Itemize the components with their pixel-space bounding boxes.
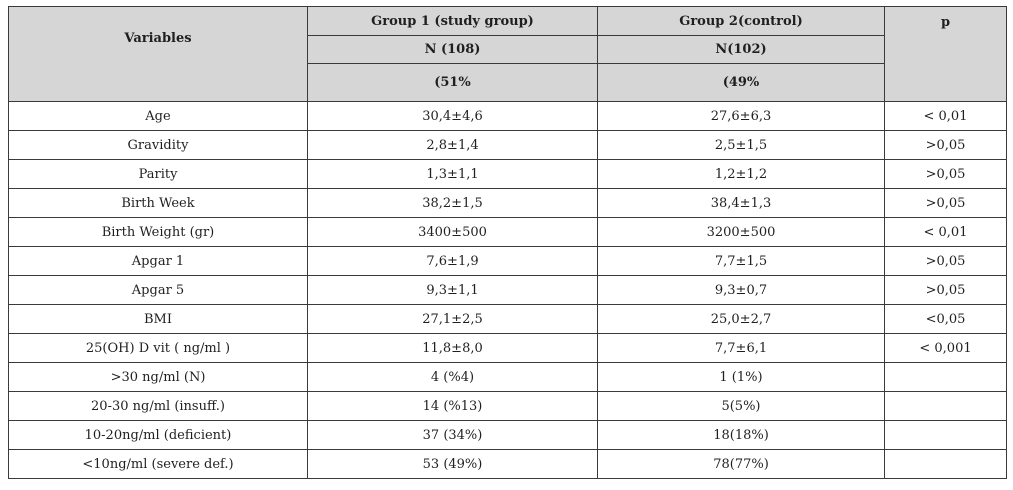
cell-p: >0,05 (884, 188, 1007, 218)
cell-variable: Apgar 5 (8, 275, 308, 305)
header-group1: Group 1 (study group) (307, 6, 598, 36)
cell-p (884, 362, 1007, 392)
cell-group1: 37 (34%) (307, 420, 598, 450)
cell-variable: 20-30 ng/ml (insuff.) (8, 391, 308, 421)
cell-variable: 25(OH) D vit ( ng/ml ) (8, 333, 308, 363)
results-table: Variables Group 1 (study group) Group 2(… (8, 6, 1007, 479)
table-row: Gravidity 2,8±1,4 2,5±1,5 >0,05 (8, 130, 1007, 160)
cell-group2: 1 (1%) (597, 362, 885, 392)
table-row: 10-20ng/ml (deficient) 37 (34%) 18(18%) (8, 420, 1007, 450)
header-variables: Variables (8, 6, 308, 102)
cell-variable: <10ng/ml (severe def.) (8, 449, 308, 479)
header-row-groups: Variables Group 1 (study group) Group 2(… (8, 6, 1007, 102)
cell-group2: 1,2±1,2 (597, 159, 885, 189)
table-body: Age 30,4±4,6 27,6±6,3 < 0,01 Gravidity 2… (8, 101, 1007, 479)
cell-group1: 2,8±1,4 (307, 130, 598, 160)
cell-group1: 1,3±1,1 (307, 159, 598, 189)
table-row: BMI 27,1±2,5 25,0±2,7 <0,05 (8, 304, 1007, 334)
table-header: Variables Group 1 (study group) Group 2(… (8, 6, 1007, 102)
cell-variable: Parity (8, 159, 308, 189)
header-group2: Group 2(control) (597, 6, 885, 36)
cell-group1: 30,4±4,6 (307, 101, 598, 131)
cell-p (884, 420, 1007, 450)
header-group2-pct: (49% (597, 63, 885, 102)
cell-p: < 0,01 (884, 101, 1007, 131)
cell-p: >0,05 (884, 130, 1007, 160)
table-row: 20-30 ng/ml (insuff.) 14 (%13) 5(5%) (8, 391, 1007, 421)
cell-group2: 3200±500 (597, 217, 885, 247)
cell-group2: 25,0±2,7 (597, 304, 885, 334)
header-group1-n: N (108) (307, 35, 598, 64)
cell-group1: 3400±500 (307, 217, 598, 247)
cell-group1: 4 (%4) (307, 362, 598, 392)
cell-group1: 14 (%13) (307, 391, 598, 421)
cell-p: >0,05 (884, 159, 1007, 189)
cell-group1: 53 (49%) (307, 449, 598, 479)
table-row: >30 ng/ml (N) 4 (%4) 1 (1%) (8, 362, 1007, 392)
cell-group1: 11,8±8,0 (307, 333, 598, 363)
cell-group2: 2,5±1,5 (597, 130, 885, 160)
cell-group1: 38,2±1,5 (307, 188, 598, 218)
cell-group2: 5(5%) (597, 391, 885, 421)
cell-p: < 0,001 (884, 333, 1007, 363)
cell-p: >0,05 (884, 246, 1007, 276)
cell-p: <0,05 (884, 304, 1007, 334)
cell-group2: 7,7±1,5 (597, 246, 885, 276)
cell-p: >0,05 (884, 275, 1007, 305)
cell-group1: 7,6±1,9 (307, 246, 598, 276)
cell-group2: 78(77%) (597, 449, 885, 479)
table-row: Apgar 5 9,3±1,1 9,3±0,7 >0,05 (8, 275, 1007, 305)
cell-group2: 9,3±0,7 (597, 275, 885, 305)
header-p: p (884, 6, 1007, 102)
cell-group1: 27,1±2,5 (307, 304, 598, 334)
cell-variable: Gravidity (8, 130, 308, 160)
header-row-n: N (108) N(102) (9, 35, 1007, 64)
results-table-container: Variables Group 1 (study group) Group 2(… (8, 6, 1007, 479)
cell-variable: BMI (8, 304, 308, 334)
table-row: <10ng/ml (severe def.) 53 (49%) 78(77%) (8, 449, 1007, 479)
table-row: Apgar 1 7,6±1,9 7,7±1,5 >0,05 (8, 246, 1007, 276)
cell-p: < 0,01 (884, 217, 1007, 247)
header-group2-n: N(102) (597, 35, 885, 64)
table-row: Age 30,4±4,6 27,6±6,3 < 0,01 (8, 101, 1007, 131)
cell-variable: >30 ng/ml (N) (8, 362, 308, 392)
table-row: Parity 1,3±1,1 1,2±1,2 >0,05 (8, 159, 1007, 189)
header-row-pct: (51% (49% (9, 63, 1007, 102)
cell-variable: Birth Week (8, 188, 308, 218)
cell-group1: 9,3±1,1 (307, 275, 598, 305)
table-row: Birth Week 38,2±1,5 38,4±1,3 >0,05 (8, 188, 1007, 218)
cell-variable: 10-20ng/ml (deficient) (8, 420, 308, 450)
cell-variable: Birth Weight (gr) (8, 217, 308, 247)
cell-group2: 18(18%) (597, 420, 885, 450)
cell-variable: Age (8, 101, 308, 131)
cell-variable: Apgar 1 (8, 246, 308, 276)
cell-p (884, 449, 1007, 479)
table-row: 25(OH) D vit ( ng/ml ) 11,8±8,0 7,7±6,1 … (8, 333, 1007, 363)
table-row: Birth Weight (gr) 3400±500 3200±500 < 0,… (8, 217, 1007, 247)
header-group1-pct: (51% (307, 63, 598, 102)
cell-p (884, 391, 1007, 421)
cell-group2: 7,7±6,1 (597, 333, 885, 363)
cell-group2: 27,6±6,3 (597, 101, 885, 131)
cell-group2: 38,4±1,3 (597, 188, 885, 218)
